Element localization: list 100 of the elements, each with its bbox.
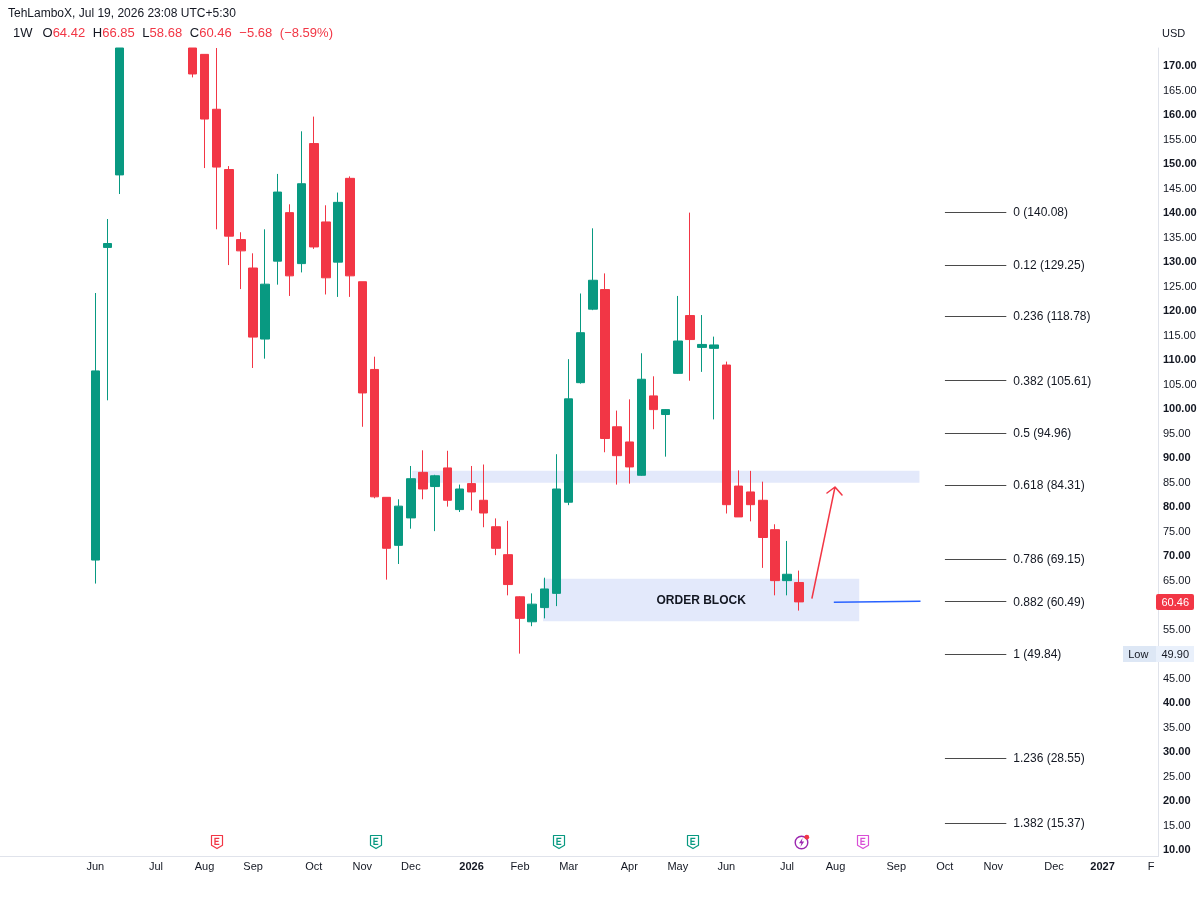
- x-tick-label: Feb: [510, 860, 530, 872]
- annotation: Low 49.90: [1127, 646, 1190, 662]
- y-tick-label: 130.00: [1163, 255, 1197, 268]
- candlestick: [273, 173, 282, 286]
- candlestick: [333, 192, 343, 298]
- candlestick: [540, 577, 549, 619]
- y-tick-label: 90.00: [1163, 451, 1191, 464]
- candlestick: [794, 570, 804, 612]
- annotation: 60.46: [1156, 593, 1194, 610]
- y-tick-label: 45.00: [1163, 671, 1191, 684]
- y-tick-label: 55.00: [1163, 622, 1191, 635]
- candlestick: [467, 465, 476, 512]
- y-tick-label: 105.00: [1163, 377, 1197, 390]
- x-tick-label: 2027: [1090, 860, 1115, 872]
- x-tick-label: Aug: [194, 860, 215, 872]
- candlestick: [443, 450, 452, 508]
- y-tick-label: 110.00: [1163, 353, 1197, 366]
- candlestick: [260, 228, 270, 360]
- x-tick-label: Dec: [401, 860, 422, 872]
- candlestick: [515, 595, 525, 655]
- text: TehLamboX, Jul 19, 2026 23:08 UTC+5:30: [8, 5, 236, 21]
- candlestick: [406, 465, 416, 530]
- candlestick: [709, 336, 719, 420]
- candlestick: [358, 281, 367, 428]
- y-axis-title: USD: [1162, 26, 1186, 39]
- candlestick: [564, 358, 573, 506]
- candlestick: [200, 53, 209, 169]
- candlestick: [321, 204, 331, 295]
- candlestick: [285, 203, 294, 297]
- candlestick: [588, 227, 598, 311]
- candlestick: [248, 252, 258, 369]
- candlestick: [491, 517, 501, 556]
- candlestick: [503, 520, 513, 596]
- x-tick-label: Jul: [779, 860, 795, 872]
- candlestick: [600, 272, 610, 453]
- x-tick-label: Sep: [886, 860, 907, 872]
- candlestick: [430, 474, 440, 532]
- y-tick-label: 170.00: [1163, 59, 1197, 72]
- candlestick: [697, 314, 707, 373]
- x-tick-label: Jun: [717, 860, 736, 872]
- x-tick-label: Apr: [620, 860, 639, 872]
- x-tick-label: 2026: [459, 860, 484, 872]
- candlestick: [479, 464, 488, 528]
- ref-line-label: 0 (140.08): [1013, 204, 1069, 219]
- candlestick: [103, 218, 112, 401]
- candlestick: [418, 449, 428, 500]
- y-tick-label: 150.00: [1163, 157, 1197, 170]
- y-tick-label: 135.00: [1163, 230, 1197, 243]
- ref-line-label: 1 (49.84): [1013, 646, 1062, 661]
- x-tick-label: Aug: [825, 860, 846, 872]
- x-tick-label: Jun: [86, 860, 105, 872]
- candlestick: [746, 470, 755, 522]
- x-tick-label: Oct: [936, 860, 954, 872]
- y-tick-label: 35.00: [1163, 720, 1191, 733]
- candlestick: [637, 352, 646, 477]
- candlestick: [297, 130, 306, 273]
- candlestick: [394, 498, 403, 565]
- x-tick-label: Jul: [148, 860, 164, 872]
- x-tick-label: Nov: [983, 860, 1004, 872]
- ref-line-label: 0.882 (60.49): [1013, 594, 1085, 609]
- y-tick-label: 165.00: [1163, 83, 1197, 96]
- y-tick-label: 125.00: [1163, 279, 1197, 292]
- ref-line-label: 1.236 (28.55): [1013, 751, 1085, 766]
- candlestick: [115, 47, 124, 195]
- chart-title: 1W: [13, 25, 33, 40]
- x-tick-label: Mar: [559, 860, 579, 872]
- candlestick: [455, 484, 464, 513]
- x-tick-label: Sep: [243, 860, 263, 872]
- y-tick-label: 155.00: [1163, 132, 1197, 145]
- candlestick: [673, 295, 683, 375]
- candlestick: [552, 453, 561, 607]
- ref-line-label: 0.236 (118.78): [1013, 309, 1091, 324]
- y-tick-label: 70.00: [1163, 549, 1191, 562]
- y-tick-label: 145.00: [1163, 181, 1197, 194]
- y-tick-label: 10.00: [1163, 843, 1191, 856]
- candlestick: [734, 469, 743, 518]
- candlestick: [527, 592, 537, 627]
- candlestick: [188, 47, 197, 78]
- x-tick-label: F: [1147, 860, 1155, 872]
- candlestick: [345, 175, 355, 298]
- y-tick-label: 95.00: [1163, 426, 1191, 439]
- x-tick-label: Dec: [1044, 860, 1065, 872]
- candlestick: [576, 292, 585, 385]
- ref-line-label: 0.618 (84.31): [1013, 478, 1085, 493]
- x-tick-label: Nov: [352, 860, 373, 872]
- candlestick: [649, 375, 658, 430]
- x-tick-label: May: [667, 860, 689, 872]
- y-tick-label: 30.00: [1163, 745, 1191, 758]
- candlestick: [224, 165, 234, 266]
- candlestick: [661, 408, 670, 458]
- y-tick-label: 25.00: [1163, 769, 1191, 782]
- candlestick: [91, 292, 100, 585]
- ref-line-label: 1.382 (15.37): [1013, 815, 1085, 830]
- ref-line-label: 0.786 (69.15): [1013, 552, 1085, 567]
- candlestick: [758, 481, 768, 569]
- y-tick-label: 140.00: [1163, 206, 1197, 219]
- candlestick: [770, 523, 780, 596]
- ref-line-label: 0.12 (129.25): [1013, 257, 1085, 272]
- y-tick-label: 85.00: [1163, 475, 1191, 488]
- ref-line-label: 0.5 (94.96): [1013, 425, 1072, 440]
